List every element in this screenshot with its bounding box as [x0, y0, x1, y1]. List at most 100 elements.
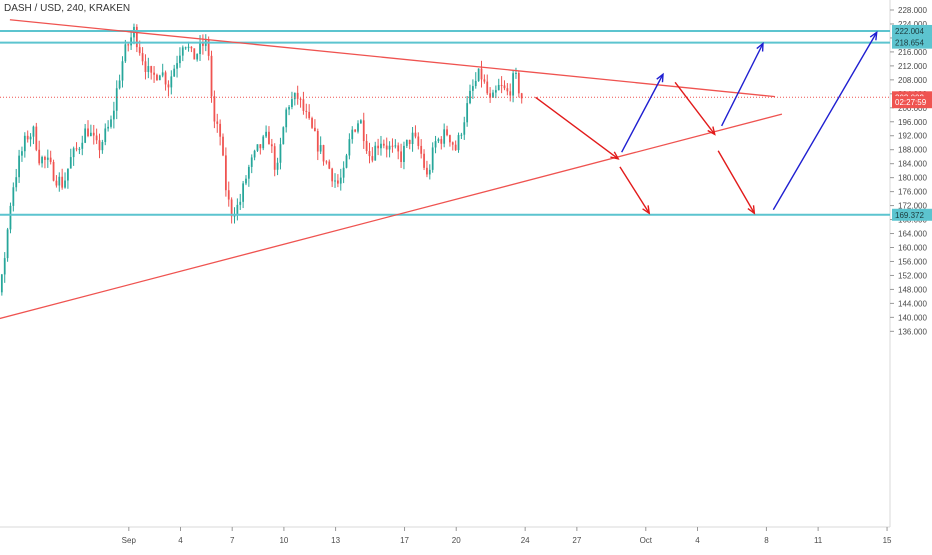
candle-body: [181, 47, 184, 56]
candle-body: [38, 149, 41, 164]
y-tick-label: 200.000: [898, 104, 927, 113]
x-tick-label: 7: [230, 536, 235, 545]
y-tick-label: 228.000: [898, 6, 927, 15]
y-tick-label: 188.000: [898, 146, 927, 155]
candle-body: [147, 66, 150, 72]
candle-body: [388, 145, 391, 150]
candle-body: [98, 140, 101, 151]
candle-body: [75, 148, 78, 150]
candle-body: [199, 42, 201, 55]
candle-body: [362, 120, 365, 142]
candle-body: [87, 128, 89, 137]
candle-body: [359, 120, 362, 124]
candle-body: [227, 190, 230, 200]
candle-body: [354, 129, 357, 132]
candle-body: [423, 153, 425, 168]
candle-body: [411, 132, 414, 145]
projection-arrowhead: [707, 126, 716, 136]
candle-body: [357, 123, 359, 132]
candle-body: [153, 72, 155, 75]
y-tick-label: 160.000: [898, 244, 927, 253]
trendline: [0, 113, 783, 320]
candle-body: [219, 123, 222, 137]
candle-body: [18, 155, 20, 178]
candle-body: [342, 167, 345, 178]
candle-body: [471, 86, 474, 91]
candle-body: [170, 76, 173, 88]
candle-body: [273, 146, 276, 170]
price-label: 222.004: [895, 27, 924, 36]
candle-body: [517, 72, 520, 94]
candle-body: [64, 180, 66, 188]
candle-body: [193, 48, 196, 60]
x-tick-label: 10: [279, 536, 288, 545]
candle-body: [26, 135, 29, 140]
projection-arrow: [717, 150, 755, 214]
candle-body: [124, 44, 127, 62]
candle-body: [167, 84, 170, 88]
projection-arrow: [535, 96, 619, 160]
candle-body: [480, 68, 483, 80]
candle-body: [67, 168, 69, 181]
candle-body: [127, 44, 130, 46]
candle-body: [371, 156, 374, 161]
candle-body: [451, 142, 454, 145]
candle-body: [345, 155, 348, 168]
candle-body: [101, 141, 104, 151]
y-tick-label: 176.000: [898, 188, 927, 197]
candle-body: [276, 162, 279, 170]
candle-body: [0, 274, 3, 293]
candle-body: [469, 90, 471, 104]
candle-body: [512, 73, 514, 96]
x-tick-label: 20: [452, 536, 461, 545]
candle-body: [319, 145, 322, 152]
candle-body: [302, 99, 305, 111]
candle-body: [222, 136, 224, 156]
y-tick-label: 140.000: [898, 313, 927, 322]
candle-body: [112, 110, 115, 120]
candle-body: [454, 144, 457, 151]
candle-body: [497, 84, 500, 91]
y-tick-label: 192.000: [898, 132, 927, 141]
candle-body: [176, 63, 178, 69]
candle-body: [268, 131, 270, 145]
candle-body: [446, 129, 448, 136]
candle-body: [3, 258, 6, 275]
candle-body: [486, 81, 489, 94]
candle-body: [408, 139, 411, 145]
candle-body: [35, 126, 38, 150]
candle-body: [348, 139, 351, 156]
candle-body: [403, 145, 405, 162]
candle-body: [377, 145, 379, 149]
candle-body: [339, 177, 342, 184]
x-tick-label: 4: [178, 536, 183, 545]
candle-body: [115, 88, 118, 111]
candle-body: [202, 42, 204, 46]
candle-body: [400, 151, 402, 162]
projection-arrow: [772, 32, 878, 211]
price-label-box: [892, 24, 932, 37]
candle-body: [130, 37, 132, 46]
price-label: 218.654: [895, 39, 924, 48]
projection-arrowhead: [656, 72, 664, 83]
candle-body: [78, 148, 81, 150]
price-label: 02:27:59: [895, 98, 927, 107]
candle-body: [158, 75, 161, 81]
y-tick-label: 216.000: [898, 48, 927, 57]
y-tick-label: 184.000: [898, 160, 927, 169]
candle-body: [207, 40, 210, 56]
candle-body: [285, 109, 288, 128]
x-tick-label: 15: [883, 536, 892, 545]
candle-body: [161, 72, 164, 76]
candle-body: [156, 74, 158, 81]
x-tick-label: 27: [572, 536, 581, 545]
candle-body: [520, 93, 523, 99]
candle-body: [477, 68, 480, 81]
candle-body: [440, 139, 443, 144]
candle-body: [311, 118, 313, 128]
chart-title: DASH / USD, 240, KRAKEN: [4, 3, 131, 14]
candle-body: [428, 169, 431, 175]
candle-body: [144, 61, 147, 72]
candle-body: [89, 132, 92, 137]
candle-body: [466, 103, 469, 123]
